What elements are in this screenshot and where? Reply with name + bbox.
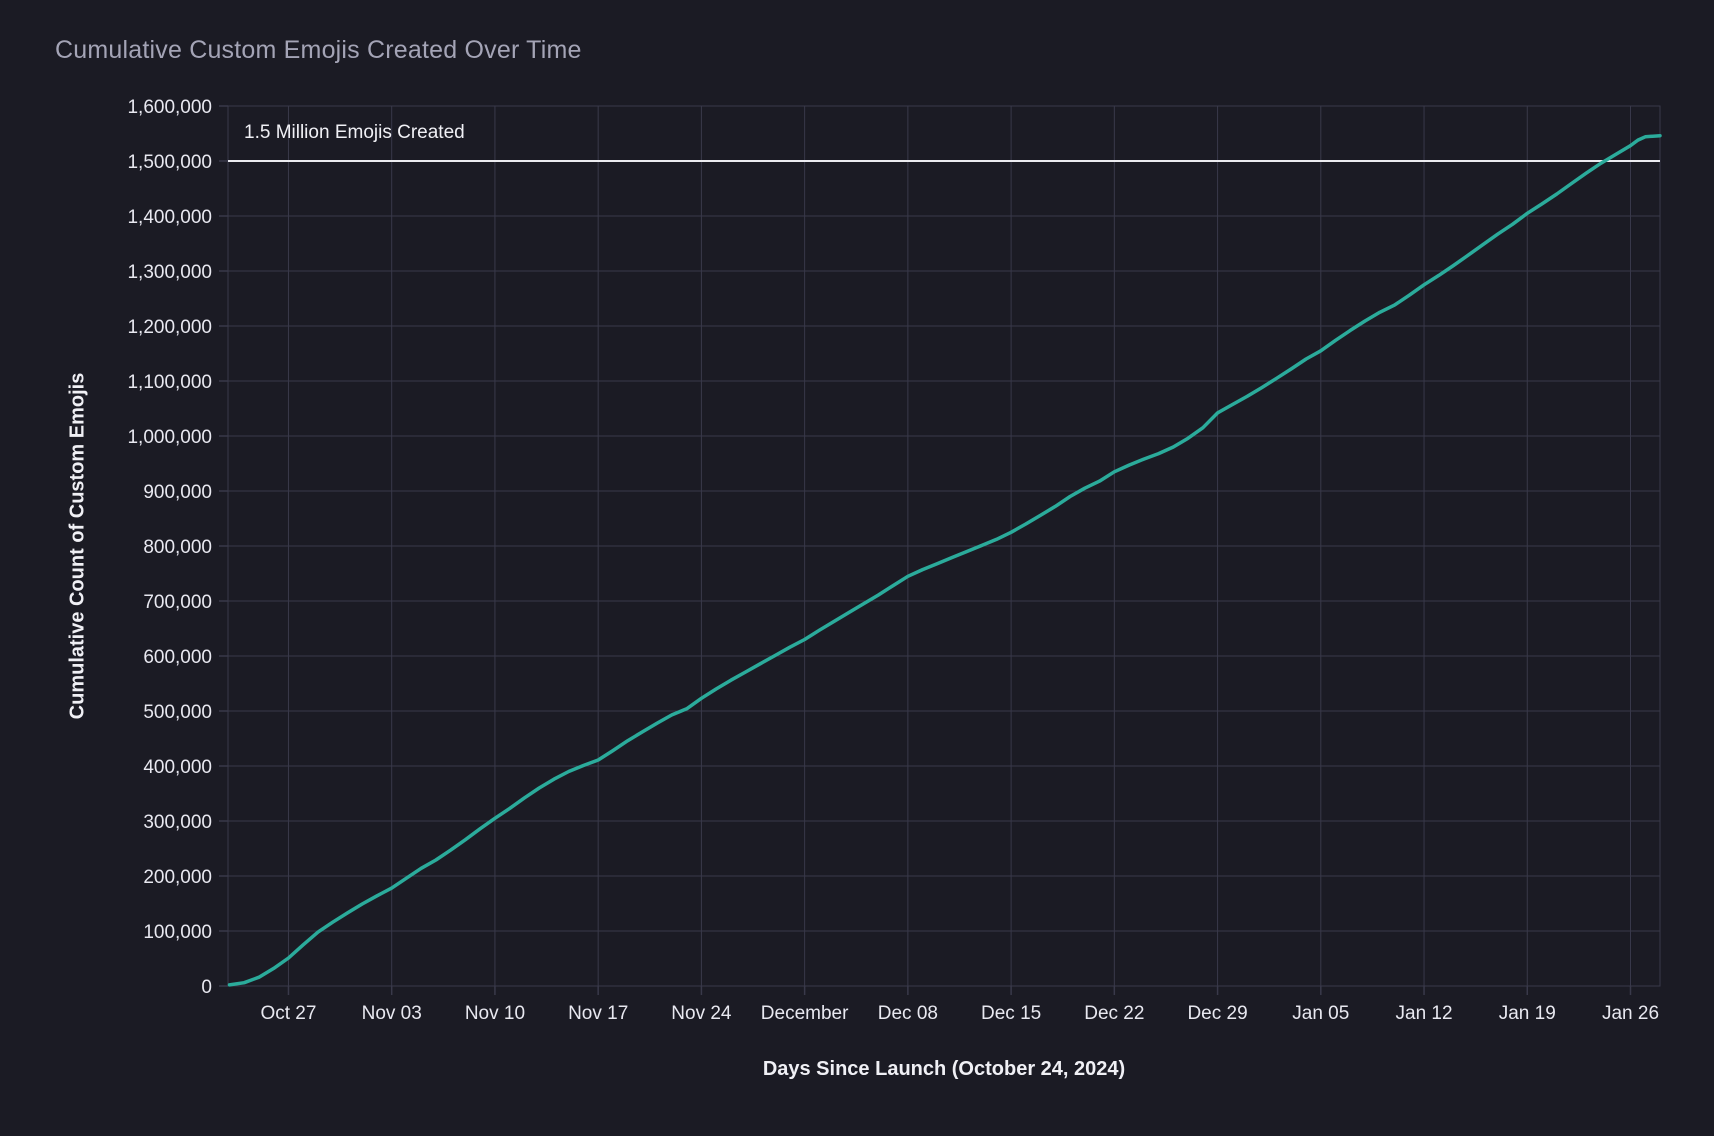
x-tick-label: Nov 10 bbox=[465, 1003, 525, 1024]
y-tick-label: 0 bbox=[201, 977, 212, 998]
x-tick-label: Jan 05 bbox=[1292, 1003, 1349, 1024]
plot-border bbox=[227, 105, 1661, 987]
y-tick-label: 1,400,000 bbox=[127, 207, 212, 228]
y-tick-label: 300,000 bbox=[143, 812, 212, 833]
y-tick-label: 200,000 bbox=[143, 867, 212, 888]
x-tick-label: Jan 19 bbox=[1499, 1003, 1556, 1024]
y-tick-label: 1,200,000 bbox=[127, 317, 212, 338]
y-tick-label: 100,000 bbox=[143, 922, 212, 943]
reference-line-label: 1.5 Million Emojis Created bbox=[244, 122, 465, 143]
x-tick-label: Oct 27 bbox=[260, 1003, 316, 1024]
y-tick-label: 600,000 bbox=[143, 647, 212, 668]
y-tick-label: 700,000 bbox=[143, 592, 212, 613]
y-tick-label: 500,000 bbox=[143, 702, 212, 723]
x-tick-label: Jan 26 bbox=[1602, 1003, 1659, 1024]
x-tick-label: December bbox=[761, 1003, 849, 1024]
y-tick-label: 1,600,000 bbox=[127, 97, 212, 118]
y-tick-label: 1,300,000 bbox=[127, 262, 212, 283]
y-tick-label: 1,000,000 bbox=[127, 427, 212, 448]
x-tick-label: Jan 12 bbox=[1396, 1003, 1453, 1024]
x-tick-label: Dec 22 bbox=[1084, 1003, 1144, 1024]
y-tick-label: 900,000 bbox=[143, 482, 212, 503]
y-tick-label: 1,100,000 bbox=[127, 372, 212, 393]
y-tick-label: 800,000 bbox=[143, 537, 212, 558]
x-axis-title: Days Since Launch (October 24, 2024) bbox=[762, 1058, 1126, 1080]
x-tick-label: Dec 08 bbox=[878, 1003, 938, 1024]
x-tick-label: Nov 24 bbox=[671, 1003, 732, 1024]
y-tick-label: 400,000 bbox=[143, 757, 212, 778]
x-tick-label: Dec 15 bbox=[981, 1003, 1041, 1024]
x-tick-label: Dec 29 bbox=[1187, 1003, 1247, 1024]
x-tick-label: Nov 03 bbox=[362, 1003, 422, 1024]
series-line bbox=[227, 133, 1662, 987]
chart-title: Cumulative Custom Emojis Created Over Ti… bbox=[55, 36, 582, 64]
y-tick-label: 1,500,000 bbox=[127, 152, 212, 173]
y-axis-title: Cumulative Count of Custom Emojis bbox=[66, 372, 89, 720]
x-tick-label: Nov 17 bbox=[568, 1003, 628, 1024]
